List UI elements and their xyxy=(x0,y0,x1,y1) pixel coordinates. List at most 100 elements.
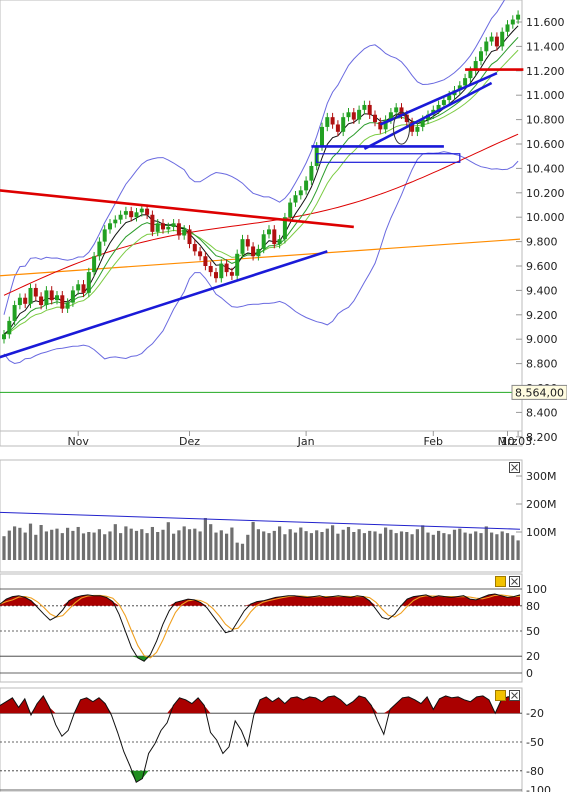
volume-bar xyxy=(134,530,139,560)
oscillator-1-y-tick-label: 0 xyxy=(526,667,533,680)
volume-bar xyxy=(44,531,48,560)
price-y-tick-label: 11.600 xyxy=(526,16,565,29)
volume-bar xyxy=(198,531,202,560)
candle-body xyxy=(505,24,510,32)
candle-body xyxy=(118,214,123,220)
candle-body xyxy=(166,226,171,230)
volume-bar xyxy=(389,529,393,560)
candle-body xyxy=(378,122,383,130)
volume-bar xyxy=(447,534,451,560)
ema-fast-line xyxy=(3,25,519,335)
price-x-tick-label: Dez xyxy=(179,435,200,448)
candle-body xyxy=(357,109,362,120)
volume-bar xyxy=(468,533,472,560)
candle-body xyxy=(436,104,441,110)
trend-line xyxy=(363,81,493,151)
candle-body xyxy=(457,85,462,91)
volume-bar xyxy=(2,536,6,560)
price-y-tick-label: 8.400 xyxy=(526,406,558,419)
volume-bar xyxy=(28,523,33,560)
price-y-tick-label: 9.800 xyxy=(526,236,558,249)
volume-bar xyxy=(325,528,329,560)
candle-body xyxy=(97,241,102,257)
price-y-tick-label: 10.400 xyxy=(526,162,565,175)
price-x-tick-label: Jan xyxy=(297,435,315,448)
candle-body xyxy=(139,208,144,213)
volume-bar xyxy=(293,532,298,560)
trend-line xyxy=(0,189,354,229)
oscillator-2-overbought-area xyxy=(0,695,520,714)
volume-bar xyxy=(479,533,483,560)
current-value-tag xyxy=(511,384,567,400)
oscillator-2-panel: -20 -50 -80 -100 xyxy=(0,687,551,792)
candle-body xyxy=(394,107,399,113)
current-value-label: 8.564,00 xyxy=(515,386,564,399)
volume-bar xyxy=(203,518,207,560)
volume-bar xyxy=(129,528,133,560)
volume-bar xyxy=(92,532,96,560)
candle-body xyxy=(484,41,489,52)
volume-bar xyxy=(256,529,260,560)
oscillator-1-signal-line xyxy=(0,594,521,659)
candle-body xyxy=(7,320,12,335)
oscillator-1-plot-frame xyxy=(0,573,523,683)
candle-body xyxy=(23,297,28,304)
price-y-tick-label: 8.200 xyxy=(526,431,558,444)
price-y-tick-label: 10.600 xyxy=(526,138,565,151)
volume-bar xyxy=(309,533,313,560)
candle-body xyxy=(479,51,483,62)
volume-bar xyxy=(346,526,351,560)
volume-bar xyxy=(97,529,101,560)
candle-body xyxy=(373,114,377,123)
price-y-tick-label: 11.000 xyxy=(526,89,565,102)
candle-body xyxy=(60,295,65,309)
candle-body xyxy=(70,290,75,303)
candle-body xyxy=(404,114,409,123)
candle-body xyxy=(410,122,415,132)
volume-bar xyxy=(246,534,250,560)
oscillator-2-settings-icon xyxy=(495,690,506,701)
volume-y-tick-label: 200M xyxy=(526,498,557,511)
oscillator-1-y-tick-label: 80 xyxy=(526,600,540,613)
consolidation-box xyxy=(316,153,461,163)
volume-bar xyxy=(103,534,107,560)
volume-bar xyxy=(177,530,181,560)
oscillator-1-close-icon-glyph xyxy=(511,578,518,585)
candle-body xyxy=(92,256,97,273)
oscillator-1-y-tick-label: 100 xyxy=(526,583,547,596)
ema-slow-line xyxy=(3,49,519,335)
price-y-tick-label: 9.000 xyxy=(526,333,558,346)
volume-bar xyxy=(262,531,266,560)
candle-body xyxy=(123,211,128,215)
volume-bar xyxy=(288,529,292,560)
candle-body xyxy=(39,296,44,306)
candle-body xyxy=(76,284,81,291)
price-x-tick-label: Mrz xyxy=(498,435,518,448)
oscillator-2-plot-frame xyxy=(0,687,523,792)
volume-bar xyxy=(299,527,303,560)
candle-body xyxy=(293,195,298,203)
candle-body xyxy=(49,290,54,301)
candle-body xyxy=(12,305,17,321)
candle-body xyxy=(500,31,505,47)
volume-bar xyxy=(415,529,419,560)
volume-bar xyxy=(336,533,340,560)
candle-body xyxy=(17,297,22,306)
candle-body xyxy=(214,272,218,279)
candle-body xyxy=(383,119,388,130)
candle-body xyxy=(129,211,134,218)
volume-bar xyxy=(81,533,86,560)
oscillator-2-y-tick-label: -80 xyxy=(526,765,544,778)
volume-bar xyxy=(209,524,213,560)
volume-bar xyxy=(108,531,112,560)
candle-body xyxy=(81,284,86,293)
volume-bar xyxy=(39,525,43,560)
volume-bar xyxy=(463,532,467,560)
candle-body xyxy=(463,78,468,86)
price-y-tick-label: 8.800 xyxy=(526,358,558,371)
volume-bar xyxy=(251,521,255,560)
volume-bar xyxy=(76,526,80,560)
price-y-tick-label: 11.200 xyxy=(526,65,565,78)
candle-body xyxy=(251,246,256,257)
candle-body xyxy=(399,107,404,115)
